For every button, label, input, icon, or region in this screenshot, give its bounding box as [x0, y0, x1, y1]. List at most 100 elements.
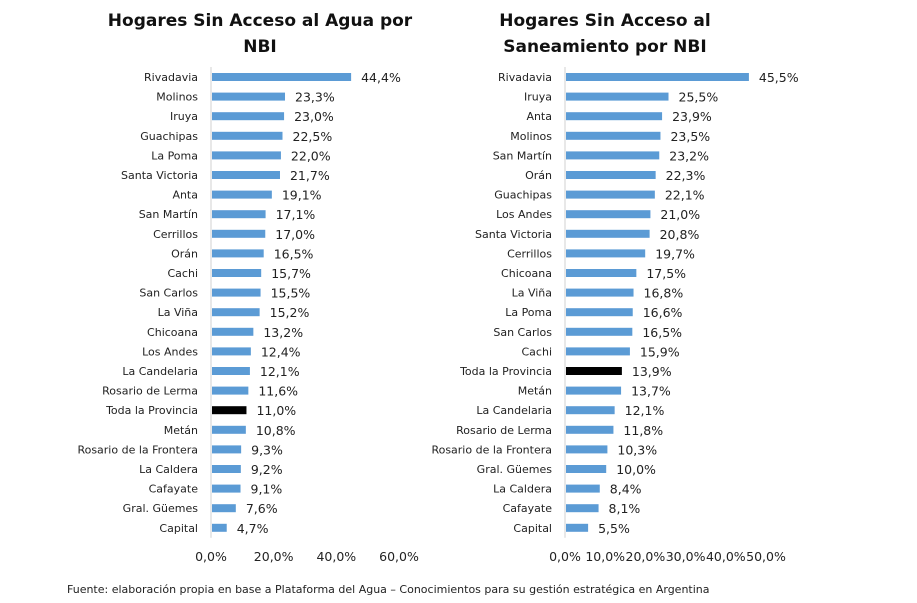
bar-sanitation: [566, 406, 615, 415]
bar-water: [212, 347, 251, 356]
bar-sanitation: [566, 504, 599, 513]
bar-water: [212, 308, 260, 317]
x-tick-label: 20,0%: [254, 549, 294, 564]
category-label: Cafayate: [149, 483, 199, 496]
bar-sanitation: [566, 327, 633, 336]
data-label: 15,9%: [640, 344, 680, 359]
bar-sanitation: [566, 112, 663, 121]
data-label: 16,8%: [644, 286, 684, 301]
category-label: Toda la Provincia: [105, 404, 198, 417]
category-label: Molinos: [156, 91, 198, 104]
bar-water: [212, 425, 246, 434]
category-label: Orán: [171, 247, 198, 260]
bar-sanitation: [566, 465, 607, 473]
data-label: 9,3%: [251, 442, 283, 457]
category-label: Capital: [513, 522, 552, 535]
bar-sanitation: [566, 190, 655, 199]
bar-water: [212, 151, 281, 160]
bar-water: [212, 445, 242, 454]
data-label: 15,2%: [270, 305, 310, 320]
data-label: 22,1%: [665, 188, 705, 203]
bar-water: [212, 171, 280, 179]
chart-title-water-line1: Hogares Sin Acceso al Agua por: [107, 11, 413, 31]
bar-sanitation: [566, 171, 656, 179]
x-tick-label: 30,0%: [666, 549, 706, 564]
x-tick-label: 0,0%: [195, 549, 227, 564]
data-label: 11,6%: [258, 384, 298, 399]
bar-sanitation: [566, 445, 608, 454]
category-label: Rosario de Lerma: [102, 385, 198, 398]
bar-water: [212, 288, 261, 297]
chart-sanitation: Rivadavia 45,5% Iruya 25,5% Anta 23,9% Molinos…: [431, 67, 799, 564]
category-label: La Viña: [158, 306, 198, 319]
category-label: La Caldera: [493, 483, 552, 496]
bar-sanitation: [566, 484, 600, 493]
data-label: 19,1%: [282, 188, 322, 203]
category-label: Gral. Güemes: [477, 463, 553, 476]
x-tick-label: 20,0%: [626, 549, 666, 564]
bar-water: [212, 131, 283, 140]
bar-sanitation: [566, 131, 661, 140]
bar-water: [212, 73, 352, 81]
data-label: 23,3%: [295, 90, 335, 105]
x-tick-label: 40,0%: [316, 549, 356, 564]
category-label: La Candelaria: [476, 404, 552, 417]
category-label: Guachipas: [140, 130, 198, 143]
category-label: Rosario de la Frontera: [431, 443, 552, 456]
bar-water: [212, 190, 272, 199]
category-label: Molinos: [510, 130, 552, 143]
category-label: Chicoana: [501, 267, 552, 280]
x-tick-label: 40,0%: [706, 549, 746, 564]
data-label: 10,8%: [256, 423, 296, 438]
category-label: San Martín: [139, 208, 198, 221]
bar-water: [212, 484, 241, 493]
bar-sanitation: [566, 151, 660, 160]
data-label: 16,5%: [274, 246, 314, 261]
data-label: 45,5%: [759, 70, 799, 85]
category-label: Rivadavia: [144, 71, 198, 84]
data-label: 15,5%: [271, 286, 311, 301]
data-label: 12,1%: [625, 403, 665, 418]
data-label: 8,1%: [609, 501, 641, 516]
data-label: 16,5%: [642, 325, 682, 340]
bar-sanitation: [566, 73, 749, 81]
bar-water: [212, 367, 250, 375]
category-label: Santa Victoria: [475, 228, 552, 241]
category-label: La Viña: [512, 287, 552, 300]
category-label: Metán: [164, 424, 198, 437]
data-label: 5,5%: [598, 521, 630, 536]
category-label: Santa Victoria: [121, 169, 198, 182]
bar-sanitation: [566, 523, 589, 532]
category-label: Cerrillos: [507, 247, 552, 260]
data-label: 17,5%: [646, 266, 686, 281]
bar-sanitation: [566, 210, 651, 219]
data-label: 23,2%: [669, 148, 709, 163]
data-label: 23,0%: [294, 109, 334, 124]
bar-sanitation: [566, 92, 669, 101]
bar-sanitation: [566, 425, 614, 434]
category-label: Cerrillos: [153, 228, 198, 241]
chart-title-sanitation: Hogares Sin Acceso al Saneamiento por NB…: [490, 8, 720, 60]
category-label: Los Andes: [496, 208, 552, 221]
data-label: 44,4%: [361, 70, 401, 85]
source-note: Fuente: elaboración propia en base a Pla…: [67, 583, 710, 596]
category-label: La Candelaria: [122, 365, 198, 378]
bar-water: [212, 327, 254, 336]
data-label: 20,8%: [660, 227, 700, 242]
bar-sanitation: [566, 229, 650, 238]
data-label: 11,8%: [623, 423, 663, 438]
bar-water: [212, 92, 286, 101]
category-label: Chicoana: [147, 326, 198, 339]
bar-water: [212, 269, 262, 277]
data-label: 12,4%: [261, 344, 301, 359]
data-label: 22,3%: [666, 168, 706, 183]
chart-water: Rivadavia 44,4% Molinos 23,3% Iruya 23,0% Guac…: [77, 67, 419, 564]
bar-sanitation: [566, 367, 622, 375]
data-label: 7,6%: [246, 501, 278, 516]
category-label: La Poma: [505, 306, 552, 319]
data-label: 10,3%: [617, 442, 657, 457]
bar-sanitation: [566, 386, 622, 395]
category-label: San Carlos: [139, 287, 198, 300]
category-label: Rosario de Lerma: [456, 424, 552, 437]
